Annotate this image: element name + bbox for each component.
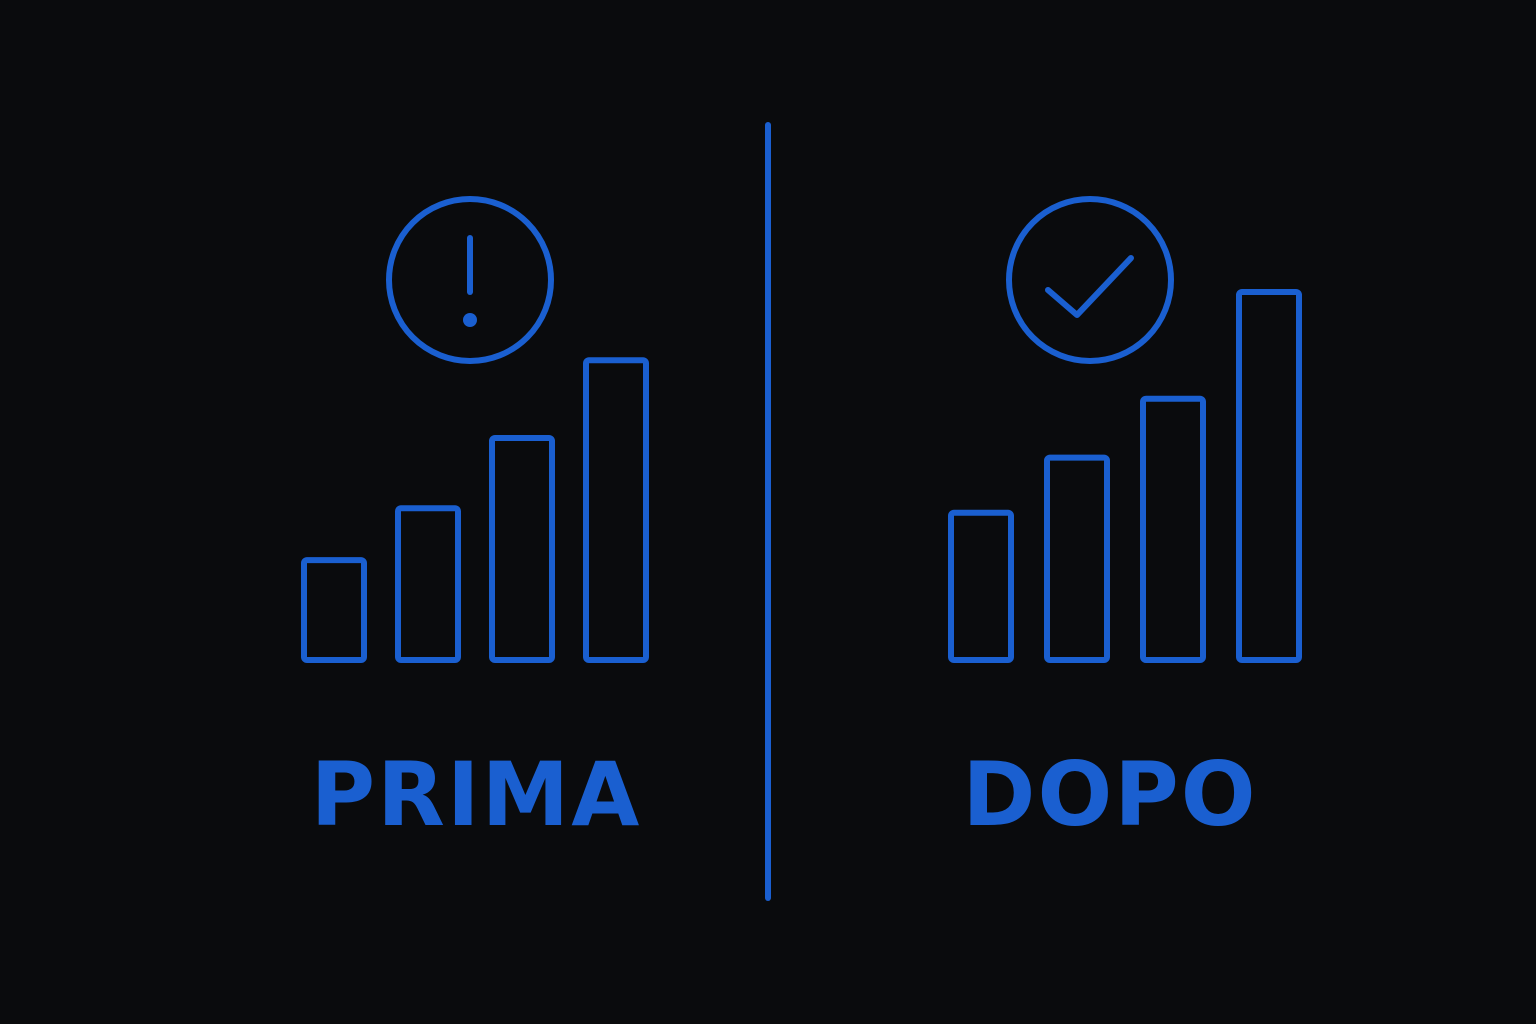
bar-group-after — [948, 289, 1302, 663]
bar-after-3 — [1140, 395, 1206, 663]
bar-group-before — [301, 357, 649, 663]
bar-before-3 — [489, 435, 555, 663]
bar-before-4 — [583, 357, 649, 663]
check-circle-icon — [1006, 196, 1174, 364]
panel-label-before: PRIMA — [311, 743, 642, 846]
panel-label-after: DOPO — [962, 743, 1257, 846]
bar-after-4 — [1236, 289, 1302, 663]
panel-after: DOPO — [948, 196, 1302, 846]
bar-after-2 — [1044, 454, 1110, 663]
bar-after-1 — [948, 509, 1014, 663]
panel-before: PRIMA — [301, 196, 649, 846]
warning-icon — [386, 196, 554, 364]
bar-before-1 — [301, 557, 367, 663]
bar-before-2 — [395, 505, 461, 663]
